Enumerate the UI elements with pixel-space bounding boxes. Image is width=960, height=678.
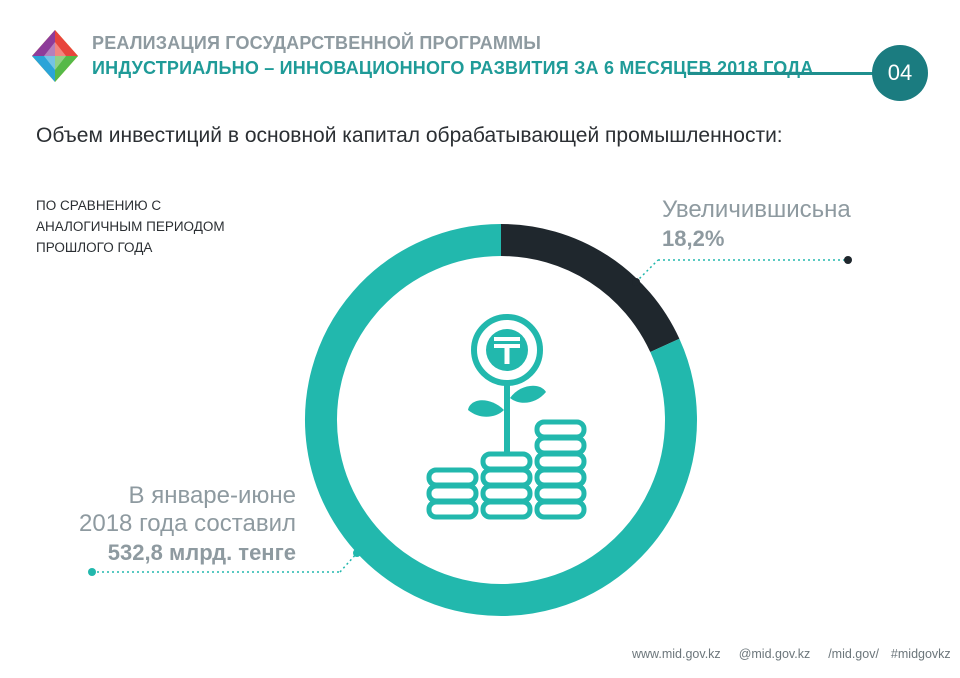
donut-segment-remainder [305, 224, 697, 616]
donut-segments [305, 224, 697, 616]
increase-leader [632, 256, 852, 286]
header-divider [688, 72, 883, 75]
comparison-note: ПО СРАВНЕНИЮ С АНАЛОГИЧНЫМ ПЕРИОДОМ ПРОШ… [36, 195, 296, 258]
header-title-line2: ИНДУСТРИАЛЬНО – ИННОВАЦИОННОГО РАЗВИТИЯ … [92, 58, 814, 78]
donut-segment-increase [500, 224, 680, 353]
footer-facebook[interactable]: /mid.gov/ [828, 647, 879, 661]
total-line2: 2018 года составил [79, 510, 296, 537]
footer: www.mid.gov.kz @mid.gov.kz /mid.gov/ #mi… [626, 644, 951, 664]
footer-hashtag[interactable]: #midgovkz [890, 647, 951, 661]
comparison-note-line: ПРОШЛОГО ГОДА [36, 240, 153, 255]
comparison-note-line: АНАЛОГИЧНЫМ ПЕРИОДОМ [36, 219, 225, 234]
logo [32, 30, 78, 82]
increase-value: 18,2% [662, 226, 725, 251]
plant-leaves-icon [468, 383, 546, 453]
page-number-badge: 04 [872, 45, 928, 101]
total-leader [88, 549, 361, 576]
page-subtitle: Объем инвестиций в основной капитал обра… [36, 124, 783, 147]
header-title-line1: РЕАЛИЗАЦИЯ ГОСУДАРСТВЕННОЙ ПРОГРАММЫ [92, 33, 542, 53]
total-line1: В январе-июне [128, 482, 296, 509]
comparison-note-line: ПО СРАВНЕНИЮ С [36, 198, 162, 213]
total-annotation: В январе-июне 2018 года составил 532,8 м… [70, 482, 296, 568]
total-value: 532,8 млрд. тенге [107, 540, 296, 565]
increase-label: Увеличившисьна [662, 196, 851, 223]
footer-website[interactable]: www.mid.gov.kz [632, 647, 721, 661]
coin-stacks-icon [426, 419, 587, 520]
footer-instagram[interactable]: @mid.gov.kz [738, 647, 811, 661]
tenge-coin-icon [471, 314, 543, 386]
